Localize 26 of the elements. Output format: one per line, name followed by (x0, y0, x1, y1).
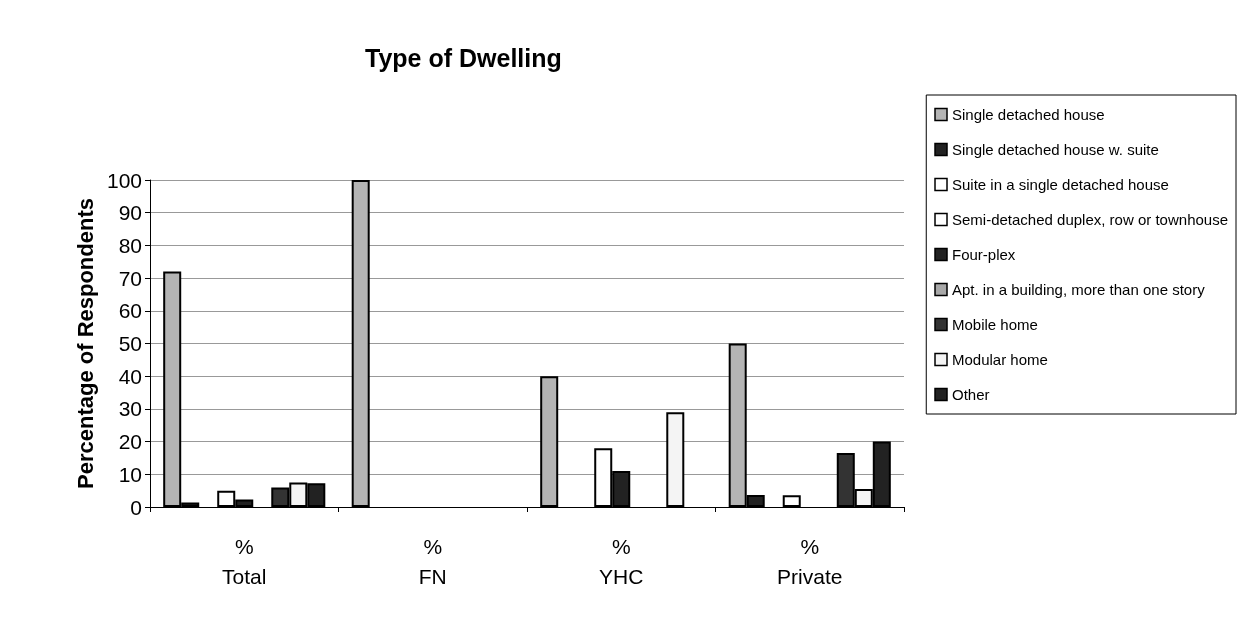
chart-title: Type of Dwelling (365, 43, 562, 72)
y-tick-label: 20 (118, 430, 142, 454)
x-tick-label: % YHC (599, 534, 644, 588)
y-tick-label: 80 (118, 233, 142, 257)
y-tick-label: 100 (106, 168, 142, 192)
legend-label: Modular home (952, 351, 1048, 368)
legend-label: Suite in a single detached house (952, 176, 1169, 193)
y-tick-label: 0 (130, 495, 142, 519)
x-tick-label: % Total (222, 534, 267, 588)
legend-label: Four-plex (952, 246, 1016, 263)
legend-label: Semi-detached duplex, row or townhouse (952, 211, 1229, 228)
y-tick-label: 70 (118, 266, 142, 290)
y-tick-label: 60 (118, 299, 142, 323)
y-axis-title: Percentage of Respondents (72, 198, 98, 489)
legend-label: Single detached house w. suite (952, 141, 1159, 158)
legend-label: Single detached house (952, 106, 1105, 123)
x-tick-label: % Private (777, 534, 843, 588)
legend-label: Other (952, 386, 990, 403)
y-tick-label: 90 (118, 201, 142, 225)
y-tick-label: 40 (118, 364, 142, 388)
y-tick-label: 50 (118, 332, 142, 355)
y-tick-label: 30 (118, 397, 142, 421)
y-tick-label: 10 (118, 462, 142, 486)
legend-label: Mobile home (952, 316, 1038, 333)
legend-label: Apt. in a building, more than one story (952, 281, 1206, 298)
x-tick-label: % FN (418, 534, 447, 588)
